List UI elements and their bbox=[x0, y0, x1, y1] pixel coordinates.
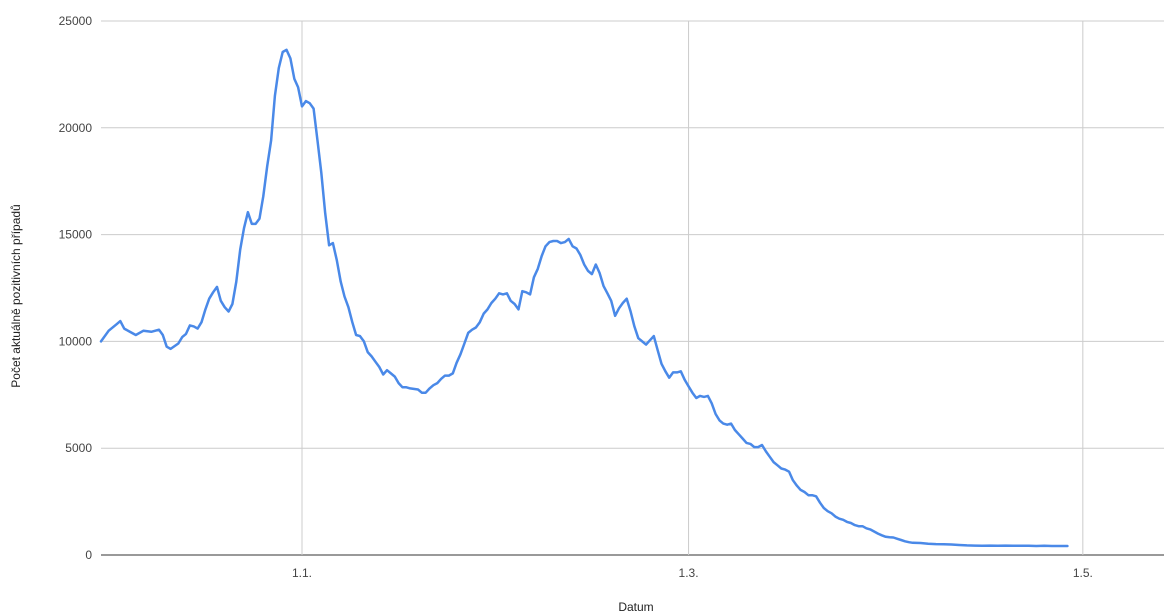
y-tick-label: 25000 bbox=[59, 14, 93, 28]
x-axis-title: Datum bbox=[618, 600, 653, 614]
y-tick-label: 5000 bbox=[65, 441, 92, 455]
y-tick-label: 10000 bbox=[59, 334, 93, 348]
x-tick-label: 1.5. bbox=[1073, 566, 1093, 580]
x-tick-label: 1.1. bbox=[292, 566, 312, 580]
gridlines bbox=[101, 20, 1164, 556]
series-line bbox=[99, 48, 1069, 548]
y-tick-label: 15000 bbox=[59, 228, 93, 242]
tick-labels: 05000100001500020000250001.1.1.3.1.5.1.7… bbox=[59, 14, 1093, 580]
x-tick-label: 1.3. bbox=[679, 566, 699, 580]
y-tick-label: 0 bbox=[85, 548, 92, 562]
y-tick-label: 20000 bbox=[59, 121, 93, 135]
series-layer bbox=[99, 48, 1069, 548]
y-axis-title: Počet aktuálně pozitivních případů bbox=[9, 204, 23, 387]
